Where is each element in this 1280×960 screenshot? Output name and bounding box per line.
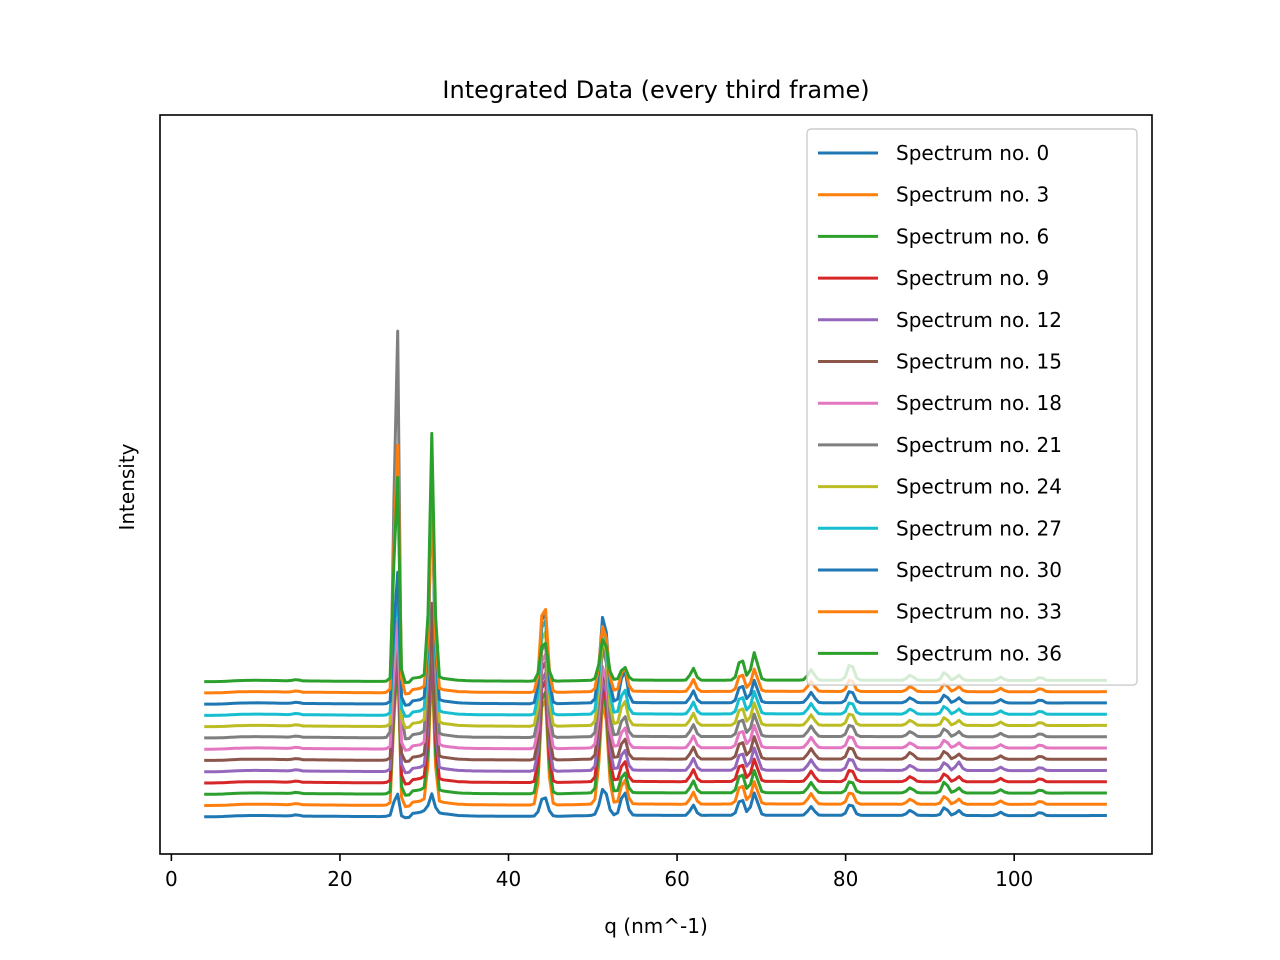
series-line <box>204 483 1107 718</box>
legend-entry: Spectrum no. 3 <box>896 183 1049 207</box>
series-line <box>204 617 1107 775</box>
x-tick-label: 20 <box>327 867 352 891</box>
legend-box <box>806 128 1138 686</box>
series-line <box>204 601 1107 763</box>
legend-entry: Spectrum no. 36 <box>896 641 1062 665</box>
x-tick-label: 100 <box>995 867 1033 891</box>
legend-entry: Spectrum no. 0 <box>896 141 1049 165</box>
axes-frame <box>159 114 1153 855</box>
plot-area <box>204 329 1107 820</box>
series-line <box>204 657 1107 808</box>
series-layer <box>204 329 1107 820</box>
series-line <box>204 329 1107 741</box>
series-line <box>204 644 1107 797</box>
legend-entry: Spectrum no. 24 <box>896 475 1062 499</box>
series-line <box>204 628 1107 786</box>
legend-entry: Spectrum no. 21 <box>896 433 1062 457</box>
legend-entry: Spectrum no. 12 <box>896 308 1062 332</box>
legend-entry: Spectrum no. 33 <box>896 600 1062 624</box>
x-tick-label: 80 <box>833 867 858 891</box>
series-line <box>204 443 1107 696</box>
x-axis-ticks: 0 20 40 60 80 100 <box>165 854 1033 891</box>
series-line <box>204 459 1107 730</box>
legend-entry: Spectrum no. 18 <box>896 391 1062 415</box>
legend-entry: Spectrum no. 30 <box>896 558 1062 582</box>
series-line <box>204 787 1107 820</box>
x-tick-label: 60 <box>664 867 689 891</box>
legend: Spectrum no. 0 Spectrum no. 3 Spectrum no.… <box>806 128 1138 686</box>
legend-entry: Spectrum no. 6 <box>896 224 1049 248</box>
series-line <box>204 480 1107 707</box>
series-line <box>204 451 1107 752</box>
chart-title: Integrated Data (every third frame) <box>442 76 869 104</box>
x-tick-label: 0 <box>165 867 178 891</box>
legend-entry: Spectrum no. 27 <box>896 516 1062 540</box>
x-axis-label: q (nm^-1) <box>604 914 708 938</box>
legend-entry: Spectrum no. 9 <box>896 266 1049 290</box>
legend-entry: Spectrum no. 15 <box>896 350 1062 374</box>
y-axis-label: Intensity <box>115 443 139 530</box>
x-tick-label: 40 <box>496 867 521 891</box>
